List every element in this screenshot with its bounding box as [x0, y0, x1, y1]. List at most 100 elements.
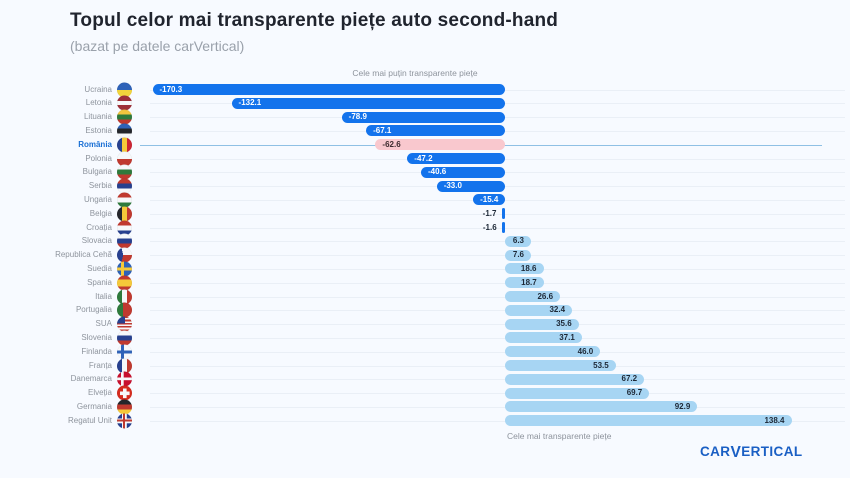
pl-flag-icon — [117, 151, 132, 166]
chart-row: Slovacia 6.3 — [0, 233, 850, 249]
bar — [505, 318, 579, 330]
chart-row: Portugalia 32.4 — [0, 302, 850, 318]
row-gridline — [150, 337, 845, 339]
row-gridline — [150, 282, 845, 284]
bar — [505, 387, 650, 399]
value-label: 92.9 — [674, 401, 691, 411]
axis-caption-least-transparent: Cele mai puțin transparente piețe — [352, 68, 478, 78]
country-label: Croația — [86, 222, 112, 232]
value-label: -170.3 — [159, 84, 183, 94]
chart-row: Elveția 69.7 — [0, 385, 850, 401]
row-gridline — [150, 227, 845, 229]
value-label: -78.9 — [348, 112, 367, 122]
ua-flag-icon — [117, 82, 132, 97]
bar — [505, 332, 582, 344]
chart-row: SUA 35.6 — [0, 316, 850, 332]
lt-flag-icon — [117, 109, 132, 125]
row-gridline — [150, 310, 845, 312]
bar — [375, 139, 505, 151]
country-label: Slovacia — [81, 236, 112, 246]
hr-flag-icon — [117, 220, 132, 235]
value-label: 67.2 — [621, 374, 638, 384]
bar — [501, 222, 505, 233]
country-label: Slovenia — [81, 332, 112, 342]
chart-row: Germania 92.9 — [0, 399, 850, 415]
bar — [436, 180, 505, 192]
row-gridline — [150, 268, 845, 270]
ro-flag-icon — [117, 137, 132, 153]
sk-flag-icon — [117, 233, 132, 249]
chart-row: Bulgaria -40.6 — [0, 164, 850, 180]
chart-row: Finlanda 46.0 — [0, 344, 850, 360]
value-label: 35.6 — [556, 319, 572, 329]
value-label: 26.6 — [537, 291, 554, 301]
row-gridline — [150, 393, 845, 395]
lv-flag-icon — [117, 95, 132, 111]
country-label: Estonia — [85, 125, 112, 135]
country-label: Ungaria — [83, 194, 112, 204]
country-label: Finlanda — [81, 346, 112, 356]
country-label: Belgia — [89, 208, 112, 218]
country-label: Danemarca — [70, 374, 112, 384]
bar — [501, 208, 505, 220]
chart-row: Slovenia 37.1 — [0, 330, 850, 346]
bar — [505, 277, 544, 289]
value-label: 32.4 — [549, 305, 566, 315]
value-label: -33.0 — [443, 181, 462, 191]
country-label: Lituania — [83, 112, 112, 122]
value-label: 37.1 — [559, 332, 575, 342]
bar — [231, 97, 505, 109]
bar — [421, 166, 505, 178]
row-gridline — [150, 255, 845, 257]
value-label: -47.2 — [414, 153, 433, 163]
country-label: Portugalia — [75, 305, 112, 315]
cz-flag-icon — [117, 247, 132, 263]
chart-row: Regatul Unit 138.4 — [0, 413, 850, 429]
hu-flag-icon — [117, 192, 132, 208]
us-flag-icon — [117, 316, 132, 332]
row-gridline — [150, 213, 845, 215]
value-label: -1.7 — [482, 208, 497, 218]
axis-caption-most-transparent: Cele mai transparente piețe — [507, 431, 612, 441]
country-label: Italia — [95, 291, 112, 301]
value-label: -1.6 — [482, 222, 497, 232]
bg-flag-icon — [117, 164, 132, 180]
gb-flag-icon — [117, 413, 132, 429]
value-label: 138.4 — [764, 415, 785, 425]
carvertical-logo: CAR V ERTICAL — [700, 443, 803, 461]
page-subtitle: (bazat pe datele carVertical) — [70, 38, 245, 54]
country-label: Bulgaria — [82, 167, 112, 177]
row-gridline — [150, 365, 845, 367]
chart-row: Estonia -67.1 — [0, 123, 850, 139]
country-label: Elveția — [87, 388, 112, 398]
bar — [505, 291, 561, 302]
bar — [505, 401, 698, 413]
logo-v-checkmark-icon: V — [730, 444, 742, 461]
country-label: Serbia — [88, 181, 112, 191]
ee-flag-icon — [117, 123, 132, 139]
chart-row: Franța 53.5 — [0, 358, 850, 373]
bar — [505, 373, 645, 385]
chart-row: Spania 18.7 — [0, 275, 850, 291]
bar — [407, 153, 505, 164]
chart-row: Polonia -47.2 — [0, 151, 850, 166]
country-label: Suedia — [87, 263, 112, 273]
value-label: -15.4 — [480, 194, 499, 204]
country-label: Franța — [88, 360, 112, 370]
pt-flag-icon — [117, 302, 132, 318]
logo-text-car: CAR — [700, 444, 731, 459]
dk-flag-icon — [117, 371, 132, 387]
bar — [152, 84, 505, 95]
value-label: 53.5 — [593, 360, 609, 370]
country-label: Regatul Unit — [67, 415, 112, 425]
row-gridline — [150, 324, 845, 326]
country-label: Polonia — [85, 153, 112, 163]
bar — [505, 304, 573, 316]
country-label: Letonia — [85, 98, 112, 108]
country-label: România — [78, 139, 112, 149]
se-flag-icon — [117, 261, 132, 277]
country-label: SUA — [95, 319, 112, 329]
value-label: -67.1 — [373, 125, 392, 135]
value-label: 18.7 — [521, 277, 537, 287]
